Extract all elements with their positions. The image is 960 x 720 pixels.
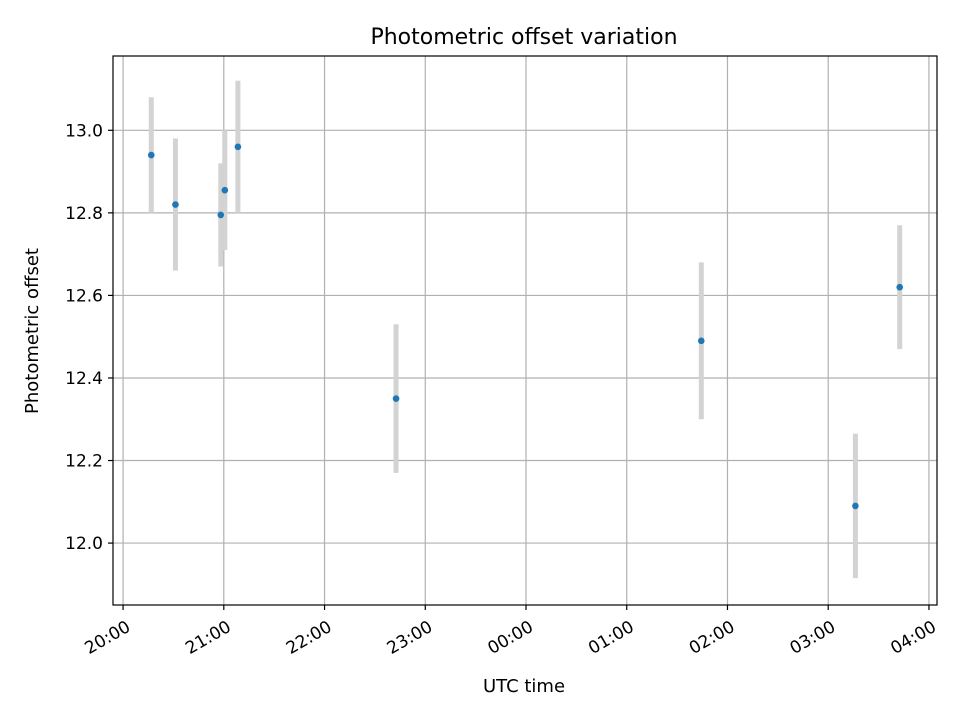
y-tick-label: 12.8 — [65, 204, 103, 224]
y-tick-label: 12.4 — [65, 369, 103, 389]
x-axis-label: UTC time — [483, 676, 565, 697]
data-point — [896, 283, 904, 291]
data-point — [172, 201, 179, 208]
data-point — [147, 151, 155, 159]
chart-title: Photometric offset variation — [370, 25, 677, 50]
y-tick-label: 12.2 — [65, 452, 103, 472]
y-axis-label: Photometric offset — [22, 248, 43, 414]
plot-frame — [112, 55, 938, 606]
y-tick-label: 13.0 — [65, 121, 103, 141]
data-point — [234, 143, 242, 151]
y-axis-ticks: 12.0 12.2 12.4 12.6 12.8 13.0 — [65, 121, 113, 554]
data-point — [221, 186, 229, 194]
data-point — [217, 211, 225, 219]
y-tick-label: 12.0 — [65, 534, 103, 554]
grid — [113, 56, 937, 605]
y-tick-label: 12.6 — [65, 286, 103, 306]
data-point — [852, 502, 859, 510]
data-points — [147, 143, 904, 510]
data-point — [392, 395, 400, 402]
data-point — [697, 337, 705, 345]
